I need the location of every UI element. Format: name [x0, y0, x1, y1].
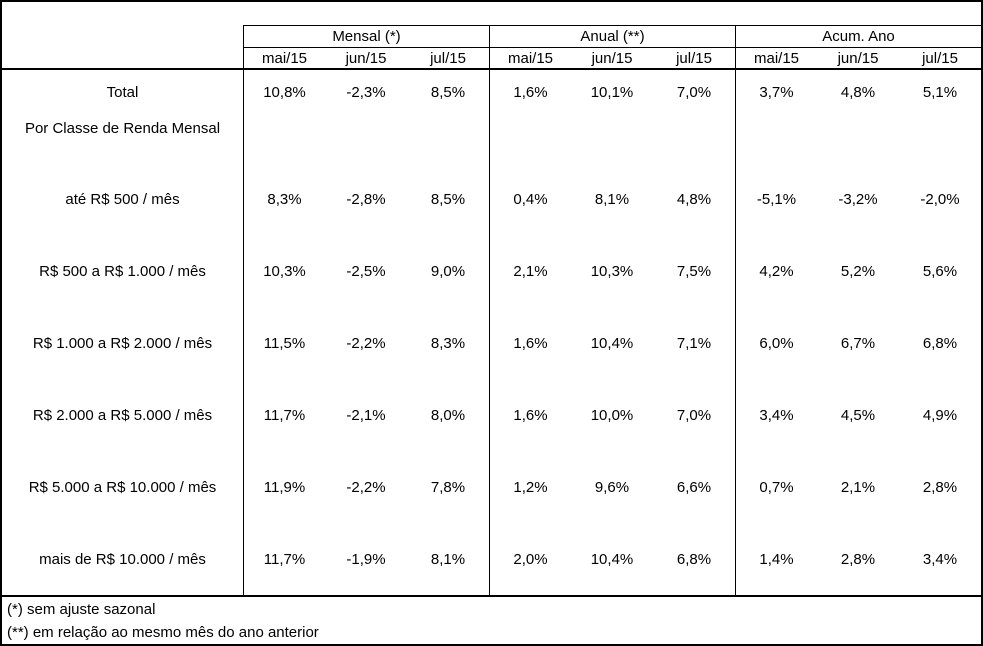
- value-cell: 10,4%: [590, 334, 634, 352]
- value-cell: 1,6%: [489, 307, 571, 379]
- column-group-mensal: Mensal (*): [243, 25, 489, 48]
- value-cell: 7,0%: [676, 83, 712, 101]
- value-cell: -2,1%: [346, 406, 386, 424]
- value-cell: 10,8%: [243, 70, 325, 114]
- value-cell: 6,6%: [676, 478, 712, 496]
- value-cell: 7,5%: [676, 262, 712, 280]
- column-group-anual: Anual (**): [489, 25, 735, 48]
- value-cell: 1,6%: [489, 70, 571, 114]
- value-cell: 6,7%: [840, 334, 876, 352]
- corner-cell: [2, 48, 243, 70]
- row-label: R$ 5.000 a R$ 10.000 / mês: [28, 478, 217, 496]
- value-cell: 7,1%: [676, 334, 712, 352]
- month-header: jun/15: [571, 48, 653, 70]
- value-cell: 11,5%: [243, 307, 325, 379]
- empty-cell: [735, 142, 981, 163]
- value-cell: 1,4%: [735, 523, 817, 595]
- value-cell: 4,5%: [840, 406, 876, 424]
- value-cell: 11,7%: [243, 523, 325, 595]
- value-cell: 11,9%: [243, 451, 325, 523]
- value-cell: 4,9%: [922, 406, 958, 424]
- value-cell: 8,5%: [430, 190, 466, 208]
- value-cell: -5,1%: [735, 163, 817, 235]
- value-cell: 3,4%: [735, 379, 817, 451]
- value-cell: 3,4%: [922, 550, 958, 568]
- value-cell: -2,3%: [346, 83, 386, 101]
- row-label: R$ 2.000 a R$ 5.000 / mês: [32, 406, 213, 424]
- value-cell: 10,4%: [590, 550, 634, 568]
- value-cell: 7,8%: [430, 478, 466, 496]
- value-cell: 1,2%: [489, 451, 571, 523]
- value-cell: 8,3%: [243, 163, 325, 235]
- value-cell: 8,3%: [430, 334, 466, 352]
- value-cell: 2,8%: [922, 478, 958, 496]
- value-cell: 10,0%: [590, 406, 634, 424]
- value-cell: -2,2%: [346, 334, 386, 352]
- value-cell: 9,6%: [594, 478, 630, 496]
- section-label: Por Classe de Renda Mensal: [24, 119, 221, 137]
- value-cell: 8,1%: [430, 550, 466, 568]
- value-cell: 2,8%: [840, 550, 876, 568]
- value-cell: 11,7%: [243, 379, 325, 451]
- value-cell: 1,6%: [489, 379, 571, 451]
- value-cell: 9,0%: [430, 262, 466, 280]
- value-cell: 5,2%: [840, 262, 876, 280]
- value-cell: 10,3%: [590, 262, 634, 280]
- value-cell: -2,5%: [346, 262, 386, 280]
- value-cell: 7,0%: [676, 406, 712, 424]
- value-cell: -2,2%: [346, 478, 386, 496]
- value-cell: 5,6%: [922, 262, 958, 280]
- month-header: mai/15: [735, 48, 817, 70]
- row-label: R$ 1.000 a R$ 2.000 / mês: [32, 334, 213, 352]
- month-header: mai/15: [489, 48, 571, 70]
- footnote-year-over-year: (**) em relação ao mesmo mês do ano ante…: [7, 624, 319, 641]
- row-label: R$ 500 a R$ 1.000 / mês: [39, 262, 206, 280]
- value-cell: 2,0%: [489, 523, 571, 595]
- value-cell: 0,4%: [489, 163, 571, 235]
- value-cell: -1,9%: [346, 550, 386, 568]
- value-cell: 6,0%: [735, 307, 817, 379]
- value-cell: 8,0%: [430, 406, 466, 424]
- value-cell: 10,1%: [590, 83, 634, 101]
- value-cell: -3,2%: [838, 190, 878, 208]
- value-cell: 4,8%: [676, 190, 712, 208]
- month-header: jul/15: [407, 48, 489, 70]
- value-cell: 4,2%: [735, 235, 817, 307]
- month-header: jun/15: [817, 48, 899, 70]
- value-cell: 3,7%: [735, 70, 817, 114]
- top-spacer: [2, 2, 981, 25]
- empty-cell: [2, 142, 243, 163]
- value-cell: 0,7%: [735, 451, 817, 523]
- column-group-acum-ano: Acum. Ano: [735, 25, 981, 48]
- corner-cell: [2, 25, 243, 48]
- empty-cell: [735, 114, 981, 142]
- value-cell: 4,8%: [840, 83, 876, 101]
- value-cell: 8,5%: [430, 83, 466, 101]
- value-cell: 2,1%: [840, 478, 876, 496]
- month-header: jul/15: [653, 48, 735, 70]
- month-header: jul/15: [899, 48, 981, 70]
- value-cell: -2,0%: [920, 190, 960, 208]
- value-cell: 6,8%: [922, 334, 958, 352]
- value-cell: 6,8%: [676, 550, 712, 568]
- footnote-seasonal-adjustment: (*) sem ajuste sazonal: [2, 595, 981, 621]
- value-cell: 8,1%: [594, 190, 630, 208]
- value-cell: 2,1%: [489, 235, 571, 307]
- value-cell: -2,8%: [346, 190, 386, 208]
- value-cell: 5,1%: [922, 83, 958, 101]
- empty-cell: [243, 114, 489, 142]
- empty-cell: [489, 114, 735, 142]
- value-cell: 10,3%: [243, 235, 325, 307]
- month-header: mai/15: [243, 48, 325, 70]
- empty-cell: [243, 142, 489, 163]
- empty-cell: [489, 142, 735, 163]
- row-label: mais de R$ 10.000 / mês: [39, 550, 206, 568]
- month-header: jun/15: [325, 48, 407, 70]
- row-label-total: Total: [106, 83, 139, 101]
- row-label: até R$ 500 / mês: [65, 190, 180, 208]
